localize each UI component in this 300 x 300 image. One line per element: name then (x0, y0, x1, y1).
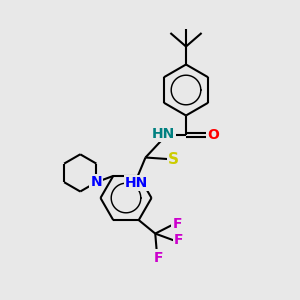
Text: O: O (207, 128, 219, 142)
Text: F: F (154, 250, 163, 265)
Text: N: N (91, 175, 102, 189)
Text: F: F (172, 217, 182, 231)
Text: HN: HN (125, 176, 148, 190)
Text: F: F (174, 233, 183, 247)
Text: S: S (168, 152, 179, 166)
Text: HN: HN (152, 127, 175, 140)
